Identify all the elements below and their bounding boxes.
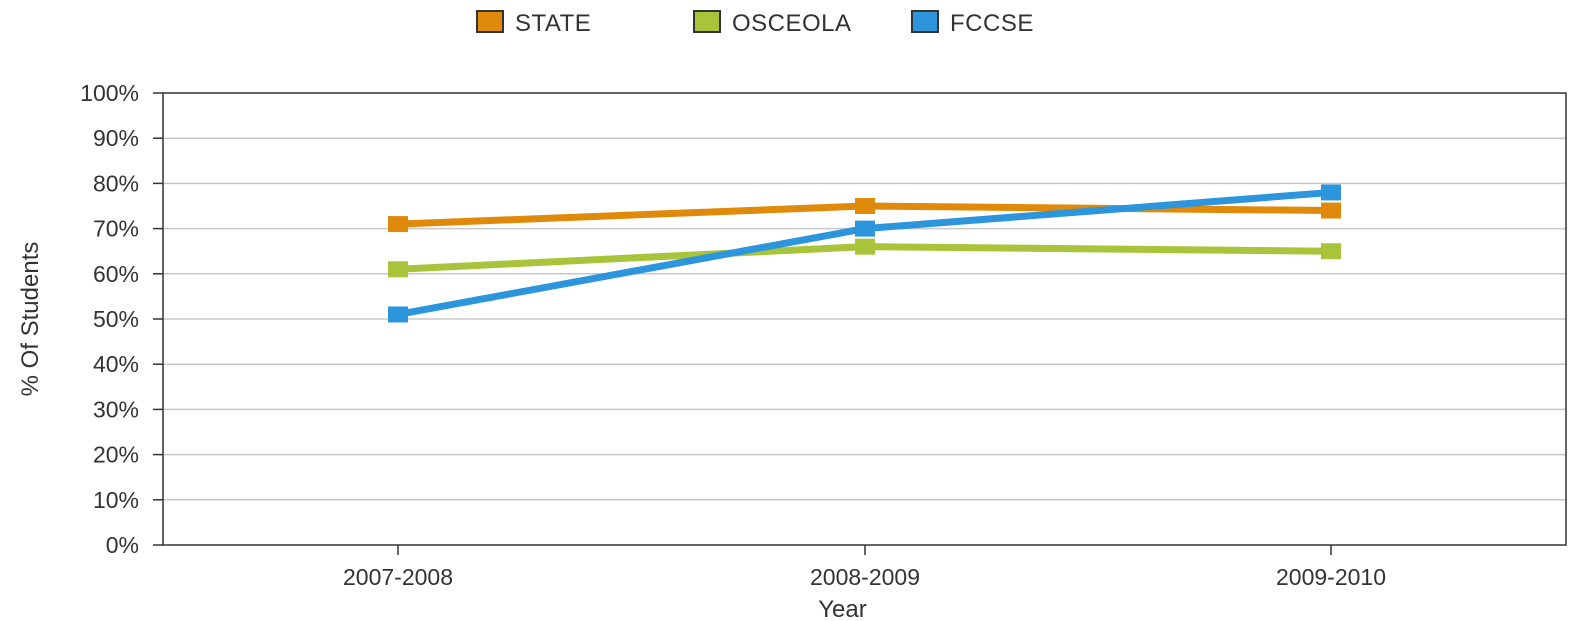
y-tick-label: 10% bbox=[93, 487, 139, 513]
x-tick-label: 2008-2009 bbox=[810, 564, 920, 590]
y-tick-label: 100% bbox=[80, 80, 139, 106]
y-axis-ticks: 0% 10% 20% 30% 40% 50% 60% 70% 80% 90% 100% bbox=[80, 80, 163, 558]
data-point-state bbox=[1321, 202, 1341, 219]
legend: STATE OSCEOLA FCCSE bbox=[476, 10, 1034, 37]
y-axis-title: % Of Students bbox=[17, 242, 44, 397]
y-tick-label: 30% bbox=[93, 396, 139, 422]
data-point-osceola bbox=[388, 261, 408, 278]
legend-label-fccse: FCCSE bbox=[950, 10, 1034, 37]
y-tick-label: 50% bbox=[93, 306, 139, 332]
y-tick-label: 0% bbox=[106, 532, 139, 558]
y-tick-label: 40% bbox=[93, 351, 139, 377]
data-point-state bbox=[388, 216, 408, 233]
series-markers bbox=[388, 184, 1341, 323]
x-axis-title: Year bbox=[818, 596, 867, 621]
gridlines bbox=[163, 137, 1566, 501]
y-tick-label: 70% bbox=[93, 216, 139, 242]
x-axis-ticks: 2007-2008 2008-2009 2009-2010 bbox=[343, 545, 1386, 590]
x-tick-label: 2009-2010 bbox=[1276, 564, 1386, 590]
y-tick-label: 90% bbox=[93, 125, 139, 151]
legend-swatch-fccse bbox=[911, 10, 939, 33]
legend-label-state: STATE bbox=[515, 10, 591, 37]
data-point-osceola bbox=[855, 238, 875, 255]
data-point-state bbox=[855, 198, 875, 214]
data-point-fccse bbox=[855, 220, 875, 237]
legend-swatch-state bbox=[476, 10, 504, 33]
y-tick-label: 60% bbox=[93, 261, 139, 287]
legend-label-osceola: OSCEOLA bbox=[732, 10, 852, 37]
legend-swatch-osceola bbox=[693, 10, 721, 33]
data-point-fccse bbox=[388, 306, 408, 323]
data-point-osceola bbox=[1321, 243, 1341, 260]
y-tick-label: 80% bbox=[93, 170, 139, 196]
data-point-fccse bbox=[1321, 184, 1341, 201]
y-tick-label: 20% bbox=[93, 442, 139, 468]
x-tick-label: 2007-2008 bbox=[343, 564, 453, 590]
